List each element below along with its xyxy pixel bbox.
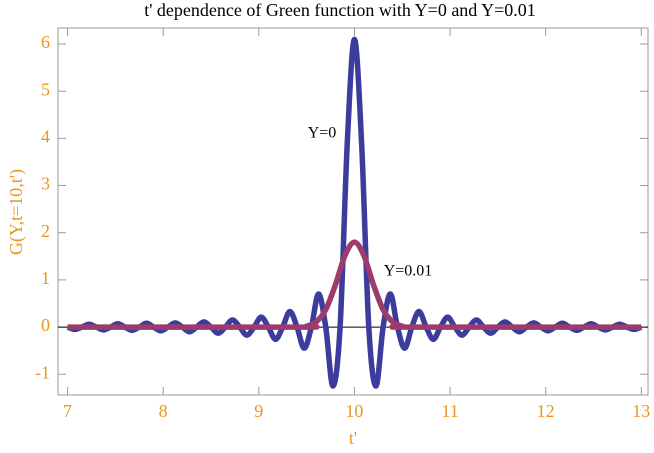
- y-tick-label: 6: [41, 32, 50, 52]
- x-tick-label: 13: [632, 401, 650, 421]
- series-label: Y=0.01: [384, 263, 433, 280]
- x-tick-label: 8: [159, 401, 168, 421]
- series-line: [67, 239, 642, 330]
- series-label: Y=0: [308, 125, 337, 142]
- x-tick-label: 10: [345, 401, 363, 421]
- x-tick-label: 11: [441, 401, 458, 421]
- chart-title: t' dependence of Green function with Y=0…: [144, 0, 536, 20]
- y-tick-label: 3: [41, 174, 50, 194]
- x-tick-label: 12: [537, 401, 555, 421]
- y-axis-label: G(Y,t=10,t'): [6, 169, 27, 255]
- plot-frame: [57, 27, 649, 396]
- x-axis-label: t': [349, 428, 357, 448]
- y-tick-label: 2: [41, 221, 50, 241]
- y-tick-label: -1: [35, 362, 50, 382]
- y-tick-label: 4: [41, 127, 50, 147]
- x-tick-label: 9: [254, 401, 263, 421]
- series-line: [66, 36, 643, 389]
- y-tick-label: 0: [41, 315, 50, 335]
- y-tick-label: 1: [41, 268, 50, 288]
- x-tick-label: 7: [63, 401, 72, 421]
- y-tick-label: 5: [41, 79, 50, 99]
